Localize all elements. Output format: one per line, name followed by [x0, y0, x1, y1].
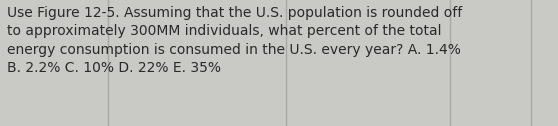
- Text: Use Figure 12-5. Assuming that the U.S. population is rounded off
to approximate: Use Figure 12-5. Assuming that the U.S. …: [7, 6, 462, 75]
